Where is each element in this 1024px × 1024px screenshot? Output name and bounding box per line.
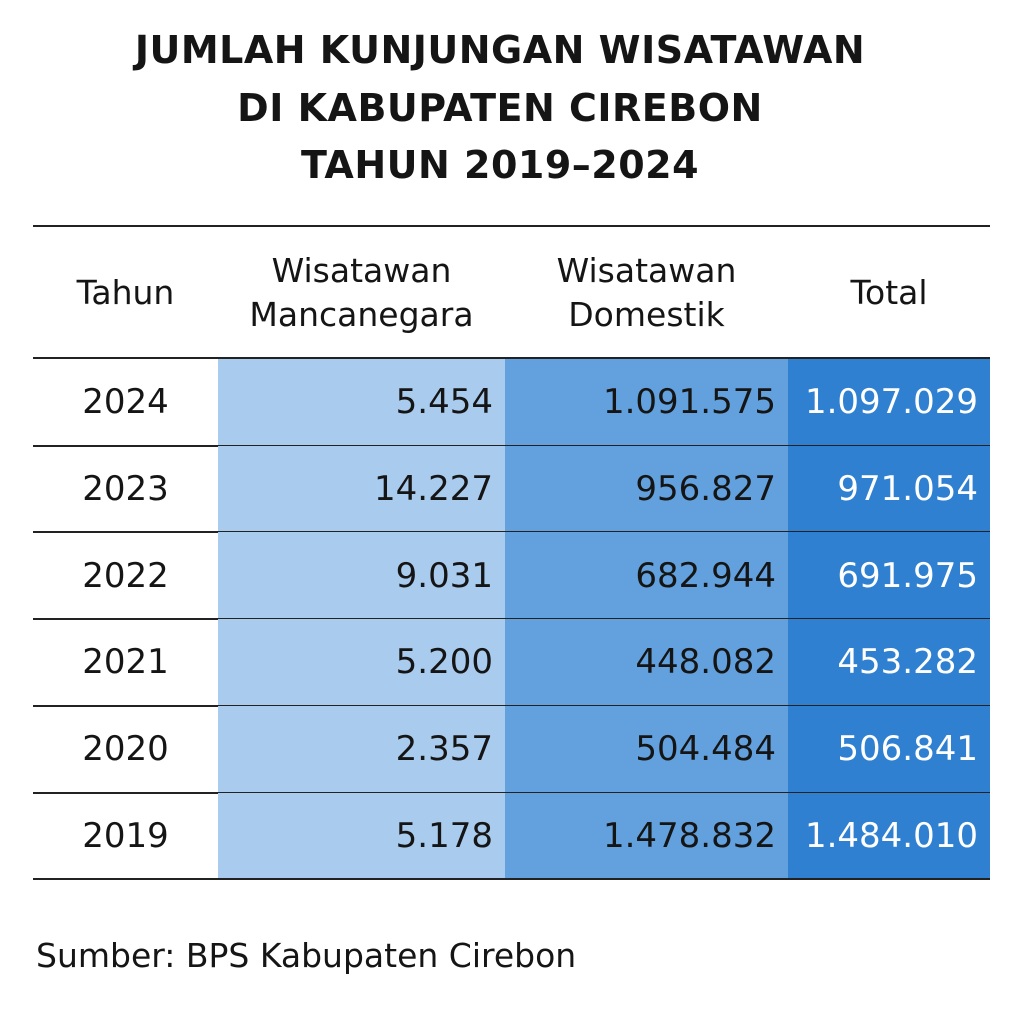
table: Tahun Wisatawan Mancanegara Wisatawan Domest… xyxy=(33,225,990,881)
year-cell: 2022 xyxy=(82,555,169,596)
header-line: Wisatawan xyxy=(271,251,452,290)
header-line: Total xyxy=(850,273,928,312)
value-cell: 1.484.010 xyxy=(788,792,990,880)
value-cell: 504.484 xyxy=(505,705,788,793)
year-cell: 2020 xyxy=(82,729,169,770)
year-cell: 2019 xyxy=(82,815,169,856)
value-cell: 956.827 xyxy=(505,445,788,533)
value-cell: 448.082 xyxy=(505,619,788,706)
year-cell: 2024 xyxy=(82,382,169,423)
value-cell: 1.478.832 xyxy=(505,792,788,880)
value-cell: 453.282 xyxy=(788,619,990,706)
title-line: DI KABUPATEN CIREBON xyxy=(237,86,763,130)
value-cell: 2.357 xyxy=(218,705,505,793)
header-line: Tahun xyxy=(76,273,175,312)
source: Sumber: BPS Kabupaten Cirebon xyxy=(36,936,577,975)
header-line: Mancanegara xyxy=(249,295,474,334)
value-cell: 14.227 xyxy=(218,445,505,533)
column-header: Total xyxy=(788,227,990,359)
value-cell: 691.975 xyxy=(788,532,990,620)
value-cell: 506.841 xyxy=(788,705,990,793)
row-separator xyxy=(33,878,990,881)
title-line: TAHUN 2019–2024 xyxy=(300,143,700,187)
value-cell: 1.097.029 xyxy=(788,359,990,446)
value-cell: 1.091.575 xyxy=(505,359,788,446)
title-line: JUMLAH KUNJUNGAN WISATAWAN xyxy=(134,28,866,72)
value-cell: 5.200 xyxy=(218,619,505,706)
header-line: Domestik xyxy=(568,295,725,334)
column-header: Tahun xyxy=(33,227,218,359)
column-header: Wisatawan Domestik xyxy=(505,227,788,359)
value-cell: 5.178 xyxy=(218,792,505,880)
year-cell: 2023 xyxy=(82,469,169,510)
header-line: Wisatawan xyxy=(556,251,737,290)
column-header: Wisatawan Mancanegara xyxy=(218,227,505,359)
value-cell: 5.454 xyxy=(218,359,505,446)
value-cell: 682.944 xyxy=(505,532,788,620)
value-cell: 9.031 xyxy=(218,532,505,620)
value-cell: 971.054 xyxy=(788,445,990,533)
year-cell: 2021 xyxy=(82,642,169,683)
header-separator xyxy=(33,357,990,359)
